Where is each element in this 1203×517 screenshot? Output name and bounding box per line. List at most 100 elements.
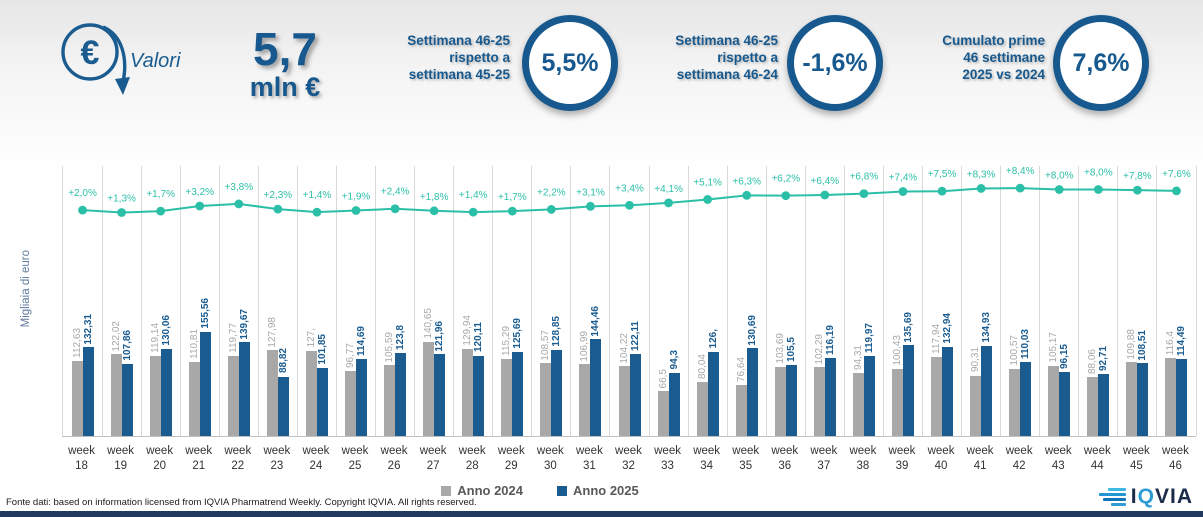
- svg-text:€: €: [81, 34, 100, 72]
- gridline: [414, 166, 416, 436]
- gridline: [1195, 166, 1197, 436]
- iqvia-logo-emblem-icon: [1098, 487, 1126, 506]
- growth-line-point: [312, 207, 322, 217]
- bar-2024: [188, 361, 200, 436]
- bar-2024: [774, 366, 786, 436]
- bar-2025: [1098, 373, 1110, 436]
- bar-2024: [579, 364, 591, 436]
- growth-percent-label: +6,8%: [850, 172, 879, 183]
- kpi-1-circle: 5,5%: [522, 15, 618, 111]
- growth-line-point: [273, 204, 283, 214]
- bar-2024: [305, 350, 317, 436]
- growth-percent-label: +4,1%: [654, 184, 683, 195]
- growth-line-point: [703, 195, 713, 204]
- gridline: [140, 166, 142, 436]
- bar-2025: [473, 355, 485, 436]
- bar-2024: [1009, 368, 1021, 436]
- x-axis-label-week-27: week 27: [419, 445, 447, 472]
- bar-2024: [227, 355, 239, 436]
- growth-percent-label: +1,4%: [459, 190, 488, 201]
- iqvia-logo: IQVIA: [1098, 485, 1193, 508]
- gridline: [687, 166, 689, 436]
- growth-percent-label: +6,4%: [811, 176, 840, 187]
- gridline: [609, 166, 611, 436]
- growth-percent-label: +2,2%: [537, 187, 566, 198]
- growth-line-point: [1132, 185, 1142, 195]
- bar-2025: [160, 348, 172, 436]
- growth-line-point: [195, 201, 205, 211]
- bar-2024: [735, 384, 747, 436]
- x-axis-label-week-41: week 41: [966, 445, 994, 472]
- bar-2024: [110, 354, 122, 436]
- growth-percent-label: +1,7%: [146, 189, 175, 200]
- bar-2024: [423, 341, 435, 436]
- x-axis-label-week-40: week 40: [927, 445, 955, 472]
- growth-line-point: [351, 206, 361, 215]
- growth-line-layer: +2,0% +1,3% +1,7% +3,2% +3,8% +2,3% +1,4% +1,9%…: [68, 166, 1191, 217]
- iqvia-logo-letter: A: [1176, 485, 1193, 508]
- growth-percent-label: +8,0%: [1045, 170, 1074, 181]
- chart-legend: Anno 2024 Anno 2025: [0, 483, 1080, 498]
- gridline: [257, 166, 259, 436]
- bar-2025: [590, 339, 602, 436]
- growth-percent-label: +3,2%: [185, 187, 214, 198]
- bar-2025: [942, 346, 954, 436]
- growth-line-point: [976, 184, 986, 193]
- bar-2025: [1059, 371, 1071, 436]
- bar-2025: [981, 345, 993, 436]
- bar-2025: [316, 367, 328, 436]
- gridline: [726, 166, 728, 436]
- bar-2025: [121, 363, 133, 436]
- gridline: [492, 166, 494, 436]
- kpi-3-value: 7,6%: [1072, 48, 1130, 77]
- growth-line-point: [1015, 183, 1025, 193]
- x-axis-label-week-30: week 30: [536, 445, 564, 472]
- bar-2024: [149, 356, 161, 436]
- growth-line-point: [1172, 186, 1181, 196]
- gridline: [335, 166, 337, 436]
- x-axis-label-week-28: week 28: [458, 445, 486, 472]
- growth-line-point: [429, 206, 439, 216]
- bar-2025: [1137, 363, 1149, 436]
- bar-2024: [71, 360, 83, 436]
- bar-2025: [824, 358, 836, 436]
- growth-percent-label: +8,4%: [1006, 166, 1035, 177]
- x-axis-label-week-23: week 23: [263, 445, 291, 472]
- gridline: [1039, 166, 1041, 436]
- growth-line-point: [586, 201, 595, 211]
- gridline: [1117, 166, 1119, 436]
- bar-2025: [277, 376, 289, 436]
- growth-line-point: [937, 186, 947, 196]
- gridline: [179, 166, 181, 436]
- headline-value: 5,7: [253, 23, 317, 75]
- bar-2025: [551, 349, 563, 436]
- bar-2024: [540, 363, 552, 436]
- gridline: [1156, 166, 1158, 436]
- iqvia-logo-letter: I: [1130, 485, 1138, 508]
- x-axis-label-week-29: week 29: [497, 445, 525, 472]
- bar-2024: [970, 375, 982, 436]
- x-axis-label-week-45: week 45: [1122, 445, 1150, 472]
- legend-label: Anno 2025: [573, 483, 639, 498]
- growth-percent-label: +8,3%: [967, 169, 996, 180]
- growth-line-point: [1093, 185, 1103, 194]
- iqvia-logo-letter: I: [1169, 485, 1177, 508]
- kpi-2-label: Settimana 46-25 rispetto a settimana 46-…: [675, 33, 778, 82]
- growth-percent-label: +3,1%: [576, 187, 605, 198]
- x-axis-label-week-44: week 44: [1083, 445, 1111, 472]
- kpi-2-value: -1,6%: [802, 48, 868, 77]
- kpi-1-label: Settimana 46-25 rispetto a settimana 45-…: [407, 33, 510, 82]
- legend-swatch: [441, 485, 452, 496]
- bar-2025: [668, 372, 680, 436]
- x-axis-label-week-19: week 19: [107, 445, 135, 472]
- bar-2025: [629, 354, 641, 436]
- x-axis-label-week-35: week 35: [732, 445, 760, 472]
- bar-2024: [618, 366, 630, 436]
- gridline: [765, 166, 767, 436]
- bar-2025: [512, 351, 524, 436]
- x-axis-label-week-34: week 34: [693, 445, 721, 472]
- gridline: [843, 166, 845, 436]
- growth-line-point: [156, 206, 166, 216]
- growth-percent-label: +1,8%: [420, 192, 449, 203]
